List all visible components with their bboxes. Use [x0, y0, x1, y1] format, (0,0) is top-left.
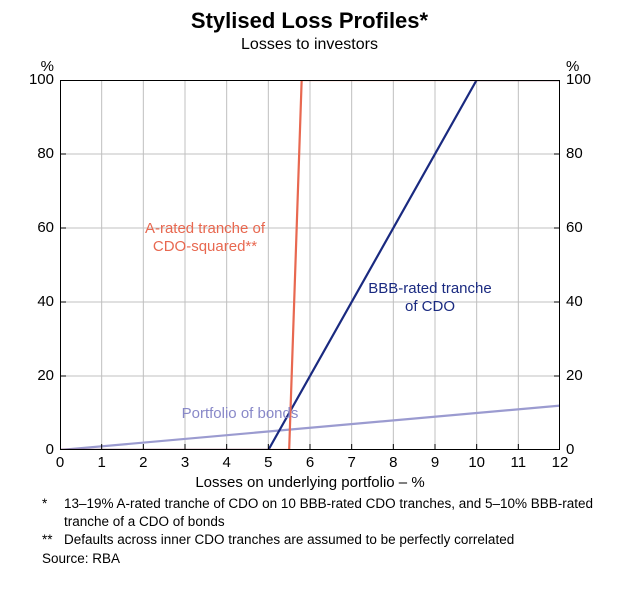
x-tick: 2: [133, 454, 153, 471]
x-tick: 3: [175, 454, 195, 471]
x-tick: 12: [550, 454, 570, 471]
x-tick: 6: [300, 454, 320, 471]
x-tick: 11: [508, 454, 528, 471]
y-tick-left: 40: [37, 293, 54, 310]
y-tick-right: 20: [566, 367, 583, 384]
footnote-marker: **: [42, 531, 64, 549]
chart-title: Stylised Loss Profiles*: [0, 0, 619, 34]
y-tick-left: 20: [37, 367, 54, 384]
y-unit-right: %: [566, 58, 579, 75]
series-label: Portfolio of bonds: [160, 405, 320, 423]
plot-area: [60, 80, 560, 450]
source-text: Source: RBA: [42, 550, 599, 568]
x-tick: 0: [50, 454, 70, 471]
y-tick-right: 40: [566, 293, 583, 310]
x-tick: 10: [467, 454, 487, 471]
footnote-text: Defaults across inner CDO tranches are a…: [64, 531, 514, 549]
x-tick: 9: [425, 454, 445, 471]
chart-subtitle: Losses to investors: [0, 34, 619, 54]
footnote-marker: *: [42, 495, 64, 531]
y-tick-left: 60: [37, 219, 54, 236]
footnote-row: *13–19% A-rated tranche of CDO on 10 BBB…: [42, 495, 599, 531]
y-unit-left: %: [41, 58, 54, 75]
y-tick-right: 60: [566, 219, 583, 236]
series-label: A-rated tranche ofCDO-squared**: [115, 220, 295, 256]
footnote-row: **Defaults across inner CDO tranches are…: [42, 531, 599, 549]
footnote-text: 13–19% A-rated tranche of CDO on 10 BBB-…: [64, 495, 599, 531]
x-tick: 4: [217, 454, 237, 471]
x-tick: 7: [342, 454, 362, 471]
y-tick-right: 80: [566, 145, 583, 162]
x-tick: 8: [383, 454, 403, 471]
footnotes: *13–19% A-rated tranche of CDO on 10 BBB…: [42, 495, 599, 568]
series-label: BBB-rated trancheof CDO: [345, 280, 515, 316]
x-tick: 5: [258, 454, 278, 471]
x-tick: 1: [92, 454, 112, 471]
y-tick-left: 80: [37, 145, 54, 162]
x-axis-label: Losses on underlying portfolio – %: [60, 474, 560, 491]
chart-container: Stylised Loss Profiles* Losses to invest…: [0, 0, 619, 589]
